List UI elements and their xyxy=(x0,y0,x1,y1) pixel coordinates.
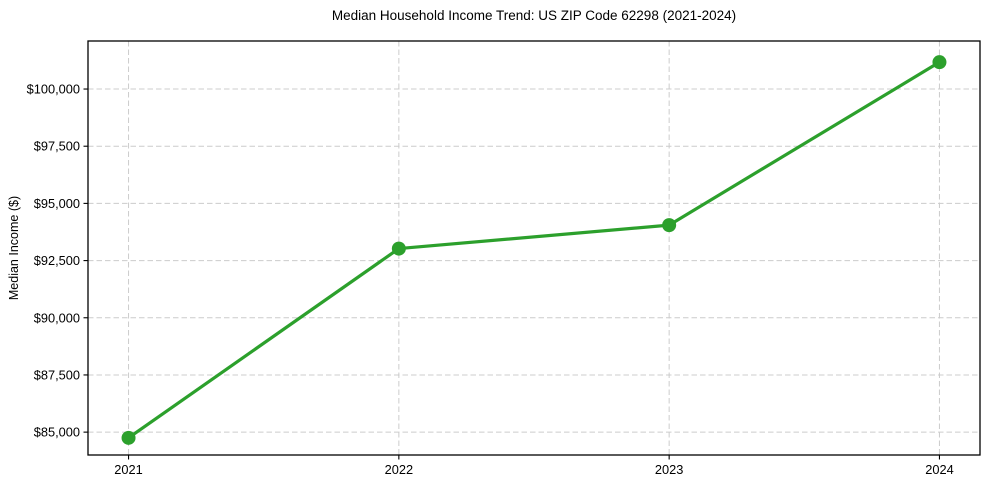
chart-title: Median Household Income Trend: US ZIP Co… xyxy=(331,8,737,23)
income-trend-line xyxy=(126,60,942,440)
x-tick-label: 2022 xyxy=(385,462,413,477)
y-tick-label: $95,000 xyxy=(34,196,80,211)
x-tick-label: 2023 xyxy=(655,462,683,477)
y-tick-label: $97,500 xyxy=(34,139,80,154)
y-tick-label: $90,000 xyxy=(34,310,80,325)
plot-frame xyxy=(87,40,981,456)
y-tick-label: $87,500 xyxy=(34,367,80,382)
data-point-2021 xyxy=(121,430,136,445)
data-point-2024 xyxy=(932,55,947,70)
x-tick-label: 2024 xyxy=(925,462,953,477)
data-point-2022 xyxy=(391,241,406,256)
y-tick-label: $100,000 xyxy=(27,82,80,97)
y-tick-label: $85,000 xyxy=(34,425,80,440)
x-tick-label: 2021 xyxy=(114,462,142,477)
y-tick-label: $92,500 xyxy=(34,253,80,268)
data-point-2023 xyxy=(662,218,677,233)
